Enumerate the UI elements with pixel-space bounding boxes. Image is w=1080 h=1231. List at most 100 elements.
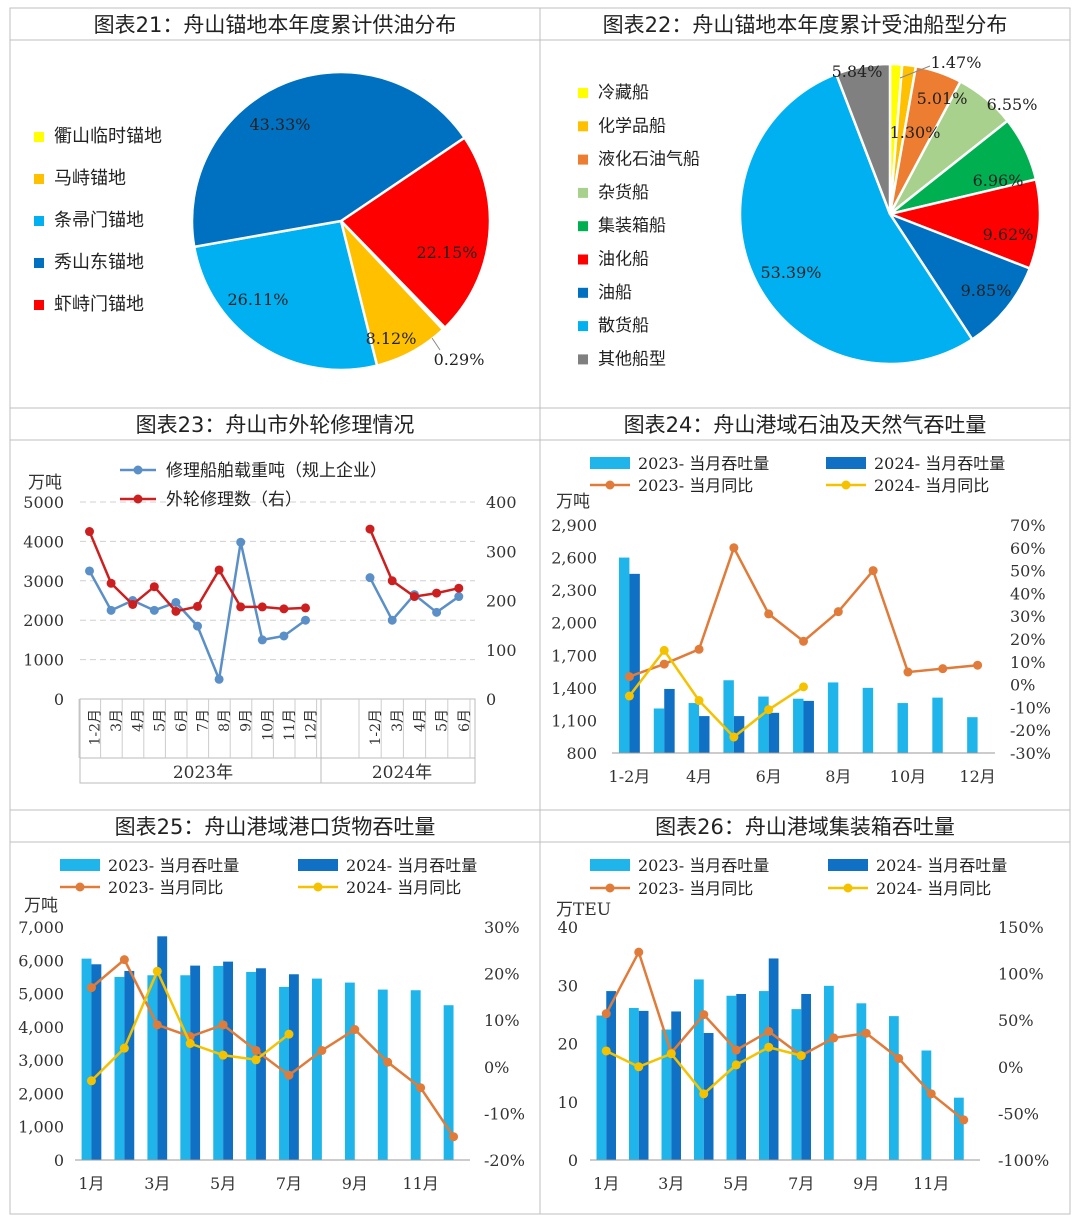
y-tick-label: 4000	[23, 532, 64, 551]
x-category-label: 1-2月	[88, 709, 104, 746]
legend-swatch	[578, 121, 588, 132]
bar	[967, 717, 978, 753]
group-label: 2023年	[173, 763, 233, 783]
x-tick-label: 11月	[402, 1174, 438, 1193]
x-tick-label: 3月	[658, 1174, 684, 1193]
x-tick-label: 9月	[853, 1174, 879, 1193]
legend-swatch	[826, 457, 866, 469]
slice-label: 53.39%	[760, 263, 821, 282]
y-tick-label: 10	[558, 1093, 578, 1112]
x-category-label: 5月	[435, 709, 451, 732]
y2-tick-label: 20%	[1010, 630, 1046, 649]
bar	[726, 995, 737, 1160]
y2-tick-label: 100%	[998, 965, 1044, 984]
bar	[736, 993, 746, 1160]
data-point	[409, 592, 419, 602]
pie-slice	[192, 219, 379, 372]
y2-tick-label: 10%	[1010, 653, 1046, 672]
data-point	[383, 1057, 393, 1067]
bar	[897, 703, 908, 753]
bar	[653, 708, 665, 753]
bar	[618, 557, 630, 753]
data-point	[454, 592, 464, 602]
bar	[279, 986, 289, 1160]
slice-label: 1.30%	[890, 123, 941, 142]
y-axis-title: 万TEU	[556, 900, 611, 920]
chart-c23: 0 1000 2000 3000 4000 5000 0 100 200 300 400 万吨 1-2月…	[23, 461, 517, 784]
legend: 2023- 当月吞吐量 2024- 当月吞吐量 2023- 当月同比 2024- 当月…	[590, 454, 1005, 495]
bar-series-1	[91, 936, 299, 1160]
data-point	[257, 635, 267, 645]
slice-label: 1.47%	[931, 53, 982, 72]
data-point	[106, 605, 116, 615]
legend-entry: 马峙锚地	[54, 168, 126, 189]
bar	[758, 696, 769, 753]
data-point	[634, 1062, 644, 1072]
bar	[661, 1029, 672, 1160]
data-point	[251, 1045, 261, 1055]
bar	[147, 975, 158, 1160]
y2-tick-label: 400	[486, 493, 517, 512]
legend-marker	[841, 480, 851, 490]
bar	[824, 985, 834, 1160]
data-point	[973, 660, 983, 670]
legend-entry: 2023- 当月同比	[638, 879, 753, 898]
legend-entry: 2023- 当月吞吐量	[638, 454, 769, 473]
line-series-3	[624, 645, 808, 742]
data-point	[938, 664, 948, 674]
data-point	[365, 573, 375, 583]
series-line	[628, 648, 805, 739]
data-point	[731, 1045, 741, 1055]
legend-swatch	[578, 221, 588, 232]
slice-label: 5.84%	[832, 62, 883, 81]
legend-entry: 2023- 当月吞吐量	[108, 856, 239, 875]
bar	[81, 958, 92, 1160]
slice-label: 9.62%	[983, 225, 1034, 244]
y-tick-label: 3000	[23, 572, 64, 591]
bar	[733, 716, 745, 753]
y-tick-label: 2,000	[551, 614, 597, 633]
x-category-label: 11月	[282, 709, 298, 741]
legend-entry: 2023- 当月同比	[108, 878, 223, 897]
y-tick-label: 1,400	[551, 679, 597, 698]
legend-swatch	[590, 859, 630, 871]
legend-marker	[843, 883, 853, 893]
legend-entry: 2024- 当月吞吐量	[874, 454, 1005, 473]
data-point	[764, 1026, 774, 1036]
legend-swatch	[34, 174, 44, 184]
bar-series-0	[81, 958, 454, 1160]
legend-entry: 集装箱船	[598, 216, 666, 236]
y-tick-label: 1,100	[551, 711, 597, 730]
data-point	[284, 1029, 294, 1039]
y2-tick-label: -100%	[998, 1151, 1049, 1170]
data-point	[279, 631, 289, 641]
data-point	[387, 615, 397, 625]
data-point	[171, 606, 181, 616]
y2-tick-label: 0%	[998, 1058, 1023, 1077]
x-tick-label: 1月	[593, 1174, 619, 1193]
y2-tick-label: 0%	[484, 1058, 509, 1077]
bar	[856, 1003, 867, 1160]
y-tick-label: 30	[558, 976, 578, 995]
data-point	[449, 1132, 459, 1142]
chart-c24: 800 1,100 1,400 1,700 2,000 2,300 2,600 2,900 -3…	[551, 454, 1051, 786]
bar	[344, 982, 355, 1160]
y2-tick-label: 40%	[1010, 584, 1046, 603]
x-category-label: 6月	[457, 709, 473, 732]
data-point	[799, 636, 808, 646]
data-point	[152, 1020, 162, 1030]
y-tick-label: 0	[54, 690, 64, 709]
x-category-label: 3月	[390, 709, 406, 732]
pie-c22: 1.30% 1.47% 5.01% 6.55% 6.96% 9.62% 9.85% 53.39…	[738, 53, 1042, 366]
slice-label: 9.85%	[961, 281, 1012, 300]
bar	[921, 1050, 932, 1160]
x-tick-label: 9月	[342, 1174, 368, 1193]
bar	[688, 703, 700, 753]
y-axis-title: 万吨	[556, 492, 590, 512]
data-point	[193, 601, 202, 611]
pie-slice	[339, 135, 492, 330]
bar	[223, 961, 233, 1160]
legend-swatch	[298, 859, 338, 871]
y2-tick-label: 100	[486, 641, 517, 660]
